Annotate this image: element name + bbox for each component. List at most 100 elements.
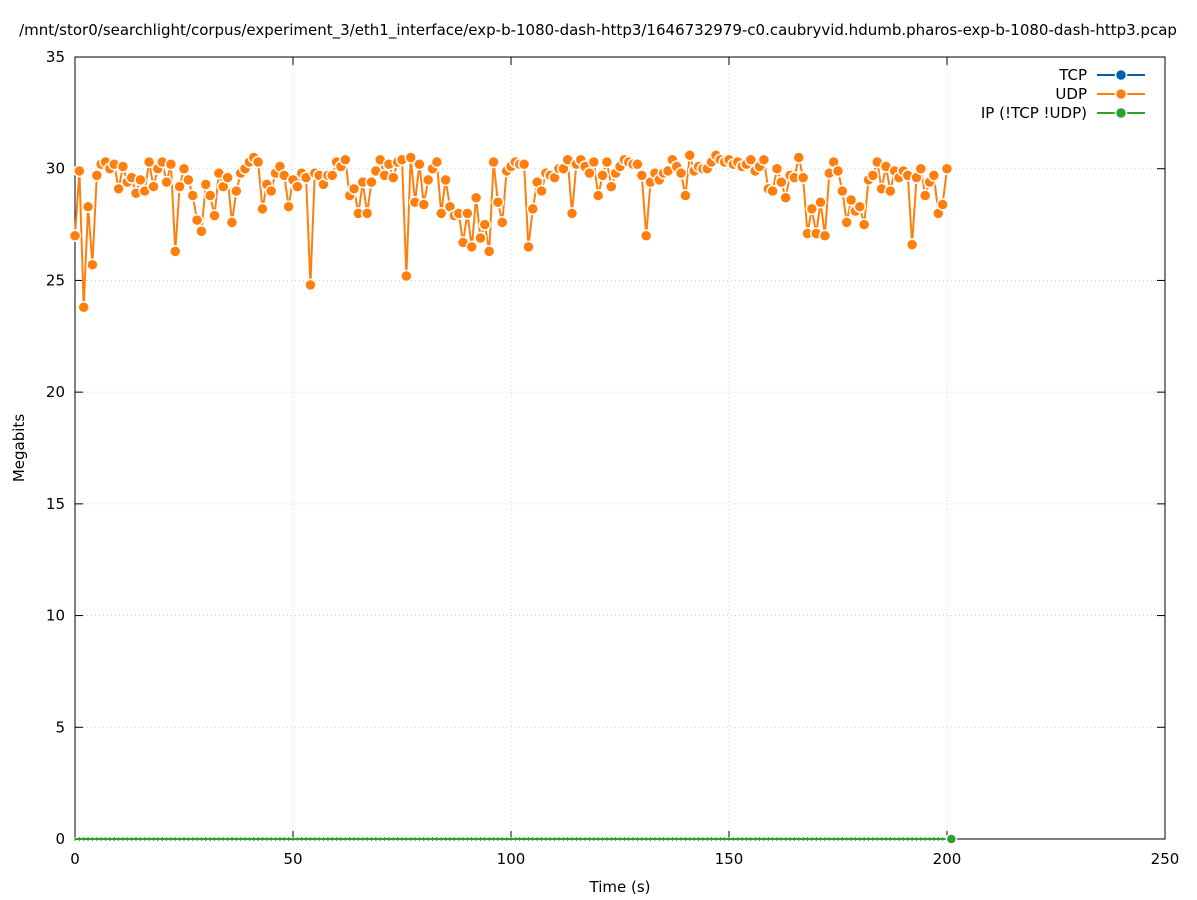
data-point (264, 184, 278, 198)
data-point (639, 229, 653, 242)
data-point (182, 173, 195, 187)
data-point (116, 160, 130, 173)
data-point (517, 157, 531, 171)
data-point (857, 218, 871, 231)
data-point (177, 162, 191, 175)
data-point (683, 149, 697, 162)
data-point (635, 169, 649, 182)
data-point (365, 175, 378, 189)
data-point (596, 169, 609, 182)
data-point (831, 164, 845, 178)
axis-ticks: 0 50 100 150 200 250 0 5 10 15 20 25 30 35 (46, 48, 1179, 868)
data-point (339, 153, 352, 167)
data-point (805, 202, 819, 216)
data-point (221, 171, 234, 184)
data-point (487, 155, 500, 169)
data-point (90, 169, 104, 182)
data-point (766, 184, 779, 198)
data-point (770, 162, 784, 175)
data-point (360, 207, 374, 220)
data-point (853, 200, 867, 213)
data-point (844, 193, 858, 207)
data-point (404, 151, 417, 164)
legend-marker (1114, 106, 1128, 120)
data-point (478, 218, 492, 231)
data-point (225, 216, 239, 229)
data-point (600, 155, 614, 169)
data-point (413, 157, 426, 171)
data-point (936, 198, 949, 211)
data-point (230, 184, 243, 198)
x-tick-label: 150 (715, 850, 744, 868)
data-point (605, 180, 618, 193)
y-axis-title: Megabits (10, 414, 28, 482)
data-point (256, 202, 269, 216)
data-point (142, 155, 156, 169)
data-point (866, 169, 880, 182)
data-point (208, 209, 221, 222)
data-point (469, 191, 483, 205)
data-point (491, 195, 505, 209)
series-ip-tcp-udp (74, 833, 958, 845)
data-point (190, 213, 204, 227)
data-point (482, 245, 496, 258)
y-tick-label: 20 (46, 383, 65, 401)
y-tick-label: 10 (46, 607, 65, 625)
data-point (164, 157, 178, 171)
legend-label: TCP (1058, 66, 1087, 84)
chart-title: /mnt/stor0/searchlight/corpus/experiment… (19, 21, 1177, 40)
data-point (631, 157, 644, 171)
data-point (282, 200, 295, 213)
x-axis-title: Time (s) (589, 878, 651, 896)
data-point (251, 155, 265, 169)
data-point (526, 202, 540, 216)
data-point (591, 189, 605, 202)
data-point (884, 184, 897, 198)
data-point (792, 151, 806, 164)
data-point (439, 173, 452, 187)
data-point (400, 269, 413, 283)
data-point (147, 180, 160, 193)
data-point (674, 166, 688, 180)
legend-label: IP (!TCP !UDP) (981, 104, 1087, 122)
series-udp (68, 149, 954, 314)
data-point (203, 189, 217, 202)
y-tick-label: 15 (46, 495, 65, 513)
data-point (173, 180, 186, 193)
data-point (775, 175, 788, 189)
data-point (927, 169, 941, 182)
data-point (195, 225, 208, 238)
data-point (474, 231, 487, 245)
y-tick-label: 25 (46, 271, 65, 289)
data-point (465, 240, 479, 254)
data-point (757, 153, 771, 167)
y-tick-label: 30 (46, 160, 65, 178)
data-point (291, 180, 304, 193)
data-point (430, 155, 444, 169)
data-point (779, 191, 792, 205)
series-layer (68, 149, 958, 845)
data-point (73, 164, 86, 178)
data-point (522, 240, 535, 254)
x-tick-label: 100 (497, 850, 526, 868)
legend-marker (1114, 87, 1128, 101)
data-point (814, 195, 827, 209)
y-tick-label: 0 (55, 830, 65, 848)
data-point (945, 833, 958, 845)
data-point (417, 198, 431, 211)
data-point (112, 182, 125, 196)
data-point (818, 229, 832, 242)
data-point (587, 155, 601, 169)
data-point (565, 207, 579, 220)
data-point (134, 173, 147, 187)
x-tick-label: 250 (1151, 850, 1180, 868)
data-point (744, 153, 758, 167)
data-point (434, 207, 448, 220)
data-point (914, 162, 928, 175)
data-point (535, 184, 548, 198)
data-point (840, 216, 853, 229)
data-point (679, 189, 692, 202)
data-point (387, 171, 400, 184)
